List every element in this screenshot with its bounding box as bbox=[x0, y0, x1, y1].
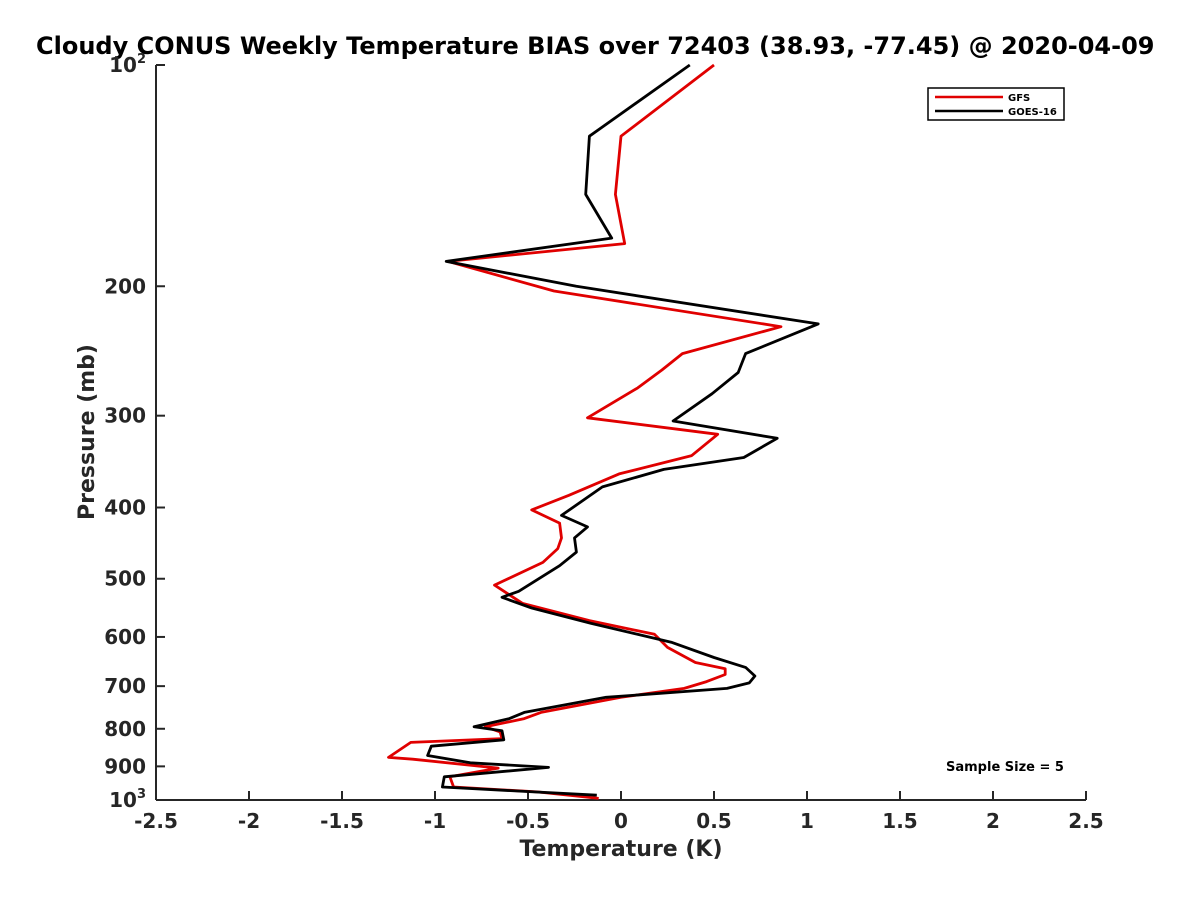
y-tick-label: 500 bbox=[104, 567, 146, 591]
y-tick-label: 600 bbox=[104, 625, 146, 649]
y-tick-label: 700 bbox=[104, 674, 146, 698]
x-tick-label: 2.5 bbox=[1068, 809, 1103, 833]
x-tick-label: 1.5 bbox=[882, 809, 917, 833]
y-tick-label: 800 bbox=[104, 717, 146, 741]
legend-label-gfs: GFS bbox=[1008, 93, 1030, 104]
y-tick-exponent: 3 bbox=[137, 787, 146, 802]
series-line-goes16 bbox=[426, 63, 820, 797]
x-tick-label: 0.5 bbox=[696, 809, 731, 833]
x-ticks: -2.5 -2 -1.5 -1 -0.5 0 0.5 1 1.5 2 2.5 bbox=[134, 791, 1104, 833]
x-tick-label: -2 bbox=[238, 809, 260, 833]
y-axis-label: Pressure (mb) bbox=[75, 344, 100, 520]
x-tick-label: -2.5 bbox=[134, 809, 178, 833]
x-tick-label: 1 bbox=[800, 809, 814, 833]
y-tick-label: 200 bbox=[104, 274, 146, 298]
y-tick-label: 300 bbox=[104, 404, 146, 428]
x-tick-label: -0.5 bbox=[506, 809, 550, 833]
y-tick-label: 103 bbox=[109, 787, 146, 812]
x-tick-label: -1 bbox=[424, 809, 446, 833]
x-tick-label: -1.5 bbox=[320, 809, 364, 833]
y-tick-label: 900 bbox=[104, 754, 146, 778]
chart-title: Cloudy CONUS Weekly Temperature BIAS ove… bbox=[36, 32, 1154, 60]
y-tick-label: 400 bbox=[104, 496, 146, 520]
legend-label-goes16: GOES-16 bbox=[1008, 107, 1057, 118]
series-layer bbox=[387, 63, 820, 800]
y-tick-base: 10 bbox=[109, 53, 137, 77]
x-tick-label: 0 bbox=[614, 809, 628, 833]
x-axis-label: Temperature (K) bbox=[519, 837, 722, 862]
series-line-gfs bbox=[387, 63, 783, 800]
y-tick-base: 10 bbox=[109, 788, 137, 812]
x-tick-label: 2 bbox=[986, 809, 1000, 833]
y-tick-exponent: 2 bbox=[137, 52, 146, 67]
legend-box bbox=[927, 87, 1065, 121]
legend: GFS GOES-16 bbox=[927, 87, 1065, 121]
y-tick-label: 102 bbox=[109, 52, 146, 77]
axes bbox=[155, 65, 1086, 801]
sample-size-annotation: Sample Size = 5 bbox=[946, 760, 1064, 775]
